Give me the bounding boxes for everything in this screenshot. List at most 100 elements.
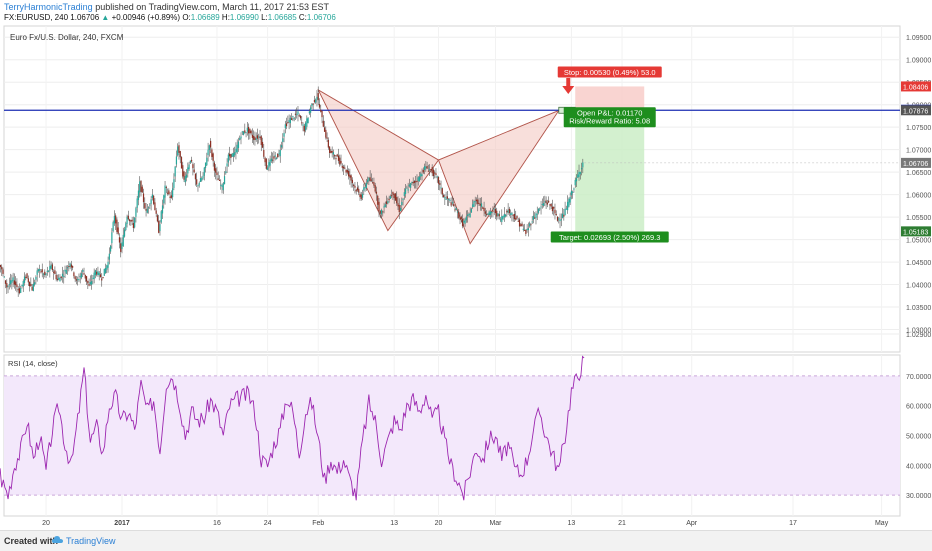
candle-body (418, 176, 421, 182)
candle-body (178, 145, 180, 153)
candle-body (163, 195, 165, 204)
candle-body (506, 210, 508, 213)
candle-body (30, 283, 32, 287)
price-tick-label: 1.05500 (906, 215, 931, 222)
candle-body (151, 194, 153, 198)
candle-body (125, 223, 127, 230)
candle-body (521, 223, 523, 226)
candle-body (261, 141, 264, 148)
candle-body (372, 182, 374, 184)
candle-body (22, 281, 24, 287)
candle-body (40, 271, 42, 273)
candle-body (35, 276, 37, 280)
candle-body (127, 215, 129, 220)
candle-body (573, 188, 575, 190)
candle-body (101, 278, 103, 281)
candle-body (104, 268, 107, 273)
candle-body (525, 229, 527, 234)
candle-body (429, 169, 431, 171)
candle-body (540, 206, 542, 208)
candle-body (442, 195, 445, 198)
candle-body (421, 174, 423, 176)
candle-body (520, 224, 522, 227)
low-value: 1.06685 (267, 13, 297, 22)
candle-body (398, 204, 400, 213)
candle-body (582, 162, 584, 168)
price-axis-badge (901, 105, 931, 116)
candle-body (346, 169, 348, 173)
candle-body (56, 278, 59, 280)
candle-body (249, 128, 251, 134)
candle-body (361, 193, 364, 198)
candle-body (6, 283, 8, 288)
candle-body (269, 159, 271, 166)
candle-body (61, 273, 64, 277)
candle-body (242, 131, 245, 135)
tradingview-brand[interactable]: TradingView (66, 536, 116, 546)
candle-body (322, 120, 324, 127)
candle-body (364, 187, 366, 189)
candle-body (531, 221, 533, 223)
candle-body (139, 181, 141, 193)
chart-title: Euro Fx/U.S. Dollar, 240, FXCM (10, 33, 124, 42)
candle-body (58, 277, 60, 280)
rsi-tick-label: 70.0000 (906, 374, 931, 381)
candle-body (265, 158, 267, 169)
author-link[interactable]: TerryHarmonicTrading (4, 2, 93, 12)
time-tick-label: May (875, 520, 889, 527)
candle-body (532, 215, 535, 220)
candle-body (475, 199, 478, 202)
candle-body (483, 207, 485, 212)
open-pl-label: Open P&L: 0.01170 (577, 108, 642, 117)
candle-body (349, 174, 351, 178)
close-value: 1.06706 (306, 13, 336, 22)
candle-body (307, 117, 309, 124)
candle-body (335, 158, 337, 160)
candle-body (578, 171, 580, 178)
candle-body (480, 203, 483, 207)
candle-body (491, 211, 493, 214)
candle-body (530, 224, 532, 226)
candle-body (487, 213, 489, 215)
candle-body (36, 270, 38, 275)
candle-body (572, 191, 574, 194)
candle-body (293, 117, 295, 120)
candle-body (416, 180, 418, 183)
candle-body (121, 242, 123, 250)
candle-body (373, 182, 375, 186)
candle-body (140, 180, 142, 192)
candle-body (16, 284, 18, 288)
close-label: C: (298, 13, 307, 22)
candle-body (526, 229, 528, 231)
candle-body (298, 115, 300, 117)
candle-body (558, 218, 560, 220)
pl-box-bg (563, 107, 656, 128)
candle-body (250, 130, 252, 134)
candle-body (477, 199, 479, 205)
candle-body (134, 217, 136, 228)
candle-body (287, 121, 289, 123)
candle-body (561, 213, 564, 218)
price-axis-badge (901, 157, 931, 168)
candle-body (341, 165, 343, 168)
candle-body (498, 214, 500, 217)
price-tick-label: 1.07500 (906, 125, 931, 132)
chart-area[interactable]: Euro Fx/U.S. Dollar, 240, FXCM Stop: 0.00… (0, 0, 932, 530)
candle-body (168, 190, 170, 195)
candle-body (284, 124, 286, 129)
candle-body (137, 190, 140, 201)
price-tick-label: 1.03500 (906, 305, 931, 312)
candle-body (292, 116, 294, 118)
candle-body (440, 187, 442, 189)
candle-body (147, 207, 150, 209)
candle-body (110, 245, 112, 252)
candle-body (84, 274, 86, 279)
candle-body (89, 282, 91, 285)
candle-body (185, 174, 188, 178)
time-tick-label: Apr (686, 520, 698, 527)
price-axis-badge (901, 226, 931, 237)
candle-body (192, 164, 194, 169)
pattern-legs (317, 89, 560, 245)
candle-body (13, 280, 15, 285)
candle-body (245, 131, 247, 133)
